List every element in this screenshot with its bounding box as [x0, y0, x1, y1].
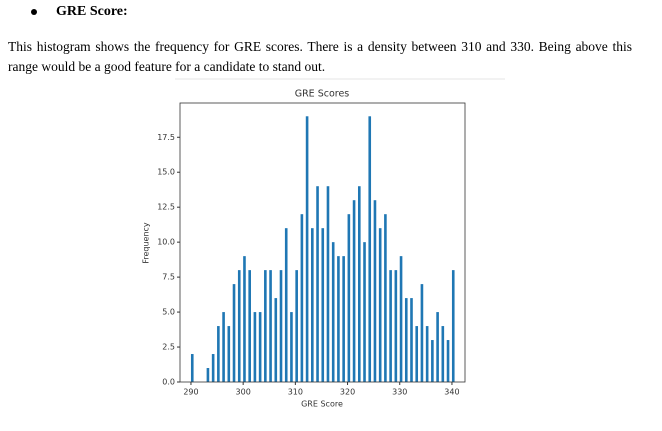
bar — [232, 284, 236, 382]
paragraph: This histogram shows the frequency for G… — [8, 39, 632, 74]
bar — [269, 270, 272, 382]
bar — [331, 242, 335, 382]
bar — [368, 116, 372, 383]
bar — [389, 270, 392, 382]
bar — [436, 312, 439, 382]
bar — [311, 228, 314, 382]
bar — [446, 340, 450, 382]
bar — [243, 256, 246, 382]
y-tick-label: 5.0 — [162, 308, 175, 317]
bar — [373, 200, 377, 382]
bar — [321, 228, 325, 382]
bar — [190, 354, 194, 382]
bar — [441, 326, 445, 382]
bar — [425, 326, 429, 382]
bar — [363, 242, 366, 382]
y-tick-label: 15.0 — [157, 168, 175, 177]
bar — [290, 312, 293, 382]
x-axis-label: GRE Score — [301, 400, 343, 409]
plot-frame — [179, 102, 466, 383]
bar — [279, 270, 283, 382]
bar — [316, 186, 319, 382]
bar — [206, 368, 210, 382]
y-tick-label: 12.5 — [157, 203, 175, 212]
bar — [253, 312, 257, 382]
y-tick-label: 7.5 — [162, 273, 175, 282]
bar — [394, 270, 398, 382]
y-tick-label: 17.5 — [157, 133, 175, 142]
bar — [451, 270, 455, 382]
heading: GRE Score: — [56, 4, 128, 19]
bullet — [31, 9, 37, 15]
bar — [399, 256, 403, 382]
bar — [357, 186, 361, 382]
bar — [222, 312, 225, 382]
bar — [352, 200, 356, 382]
bar — [217, 326, 220, 382]
bar — [347, 214, 351, 382]
bar — [378, 228, 382, 382]
x-tick-label: 340 — [444, 388, 459, 397]
bar — [284, 228, 288, 382]
y-axis-label: Frequency — [142, 222, 151, 264]
bar — [326, 186, 330, 382]
bar — [404, 298, 408, 382]
bar — [420, 284, 424, 382]
bar — [264, 270, 267, 382]
bar — [410, 298, 413, 382]
bar — [227, 326, 231, 382]
y-tick-label: 0.0 — [162, 378, 175, 387]
x-tick-label: 320 — [340, 388, 355, 397]
bar — [342, 256, 345, 382]
y-tick-label: 2.5 — [162, 343, 175, 352]
bar — [295, 270, 298, 382]
bar — [237, 270, 241, 382]
x-tick-label: 300 — [236, 388, 251, 397]
x-tick-label: 310 — [288, 388, 303, 397]
bar — [274, 298, 278, 382]
chart-title: GRE Scores — [295, 89, 350, 100]
bar — [337, 256, 340, 382]
bar — [258, 312, 262, 382]
bar — [305, 116, 309, 383]
bar — [431, 340, 434, 382]
bar — [211, 354, 215, 382]
bar — [300, 214, 304, 382]
y-tick-label: 10.0 — [157, 238, 175, 247]
bar — [384, 214, 387, 382]
x-tick-label: 290 — [183, 388, 198, 397]
x-tick-label: 330 — [392, 388, 407, 397]
bar — [248, 270, 251, 382]
bar — [415, 326, 419, 382]
